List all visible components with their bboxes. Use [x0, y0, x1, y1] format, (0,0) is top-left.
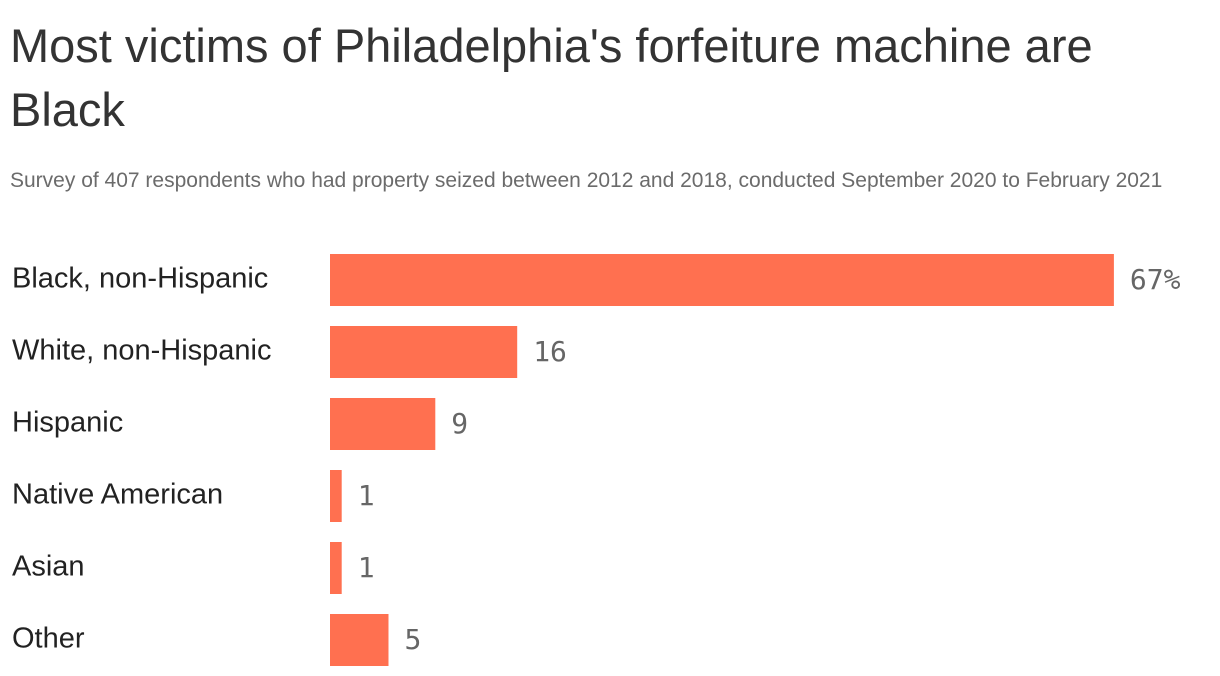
bar: [330, 470, 342, 522]
bar: [330, 542, 342, 594]
value-label: 16: [533, 335, 567, 368]
category-label: Hispanic: [12, 407, 123, 439]
category-label: White, non-Hispanic: [12, 335, 272, 367]
value-label: 5: [405, 623, 422, 656]
bar: [330, 614, 389, 666]
value-label: 67%: [1130, 263, 1181, 296]
value-label: 9: [451, 407, 468, 440]
value-label: 1: [358, 479, 375, 512]
category-label: Native American: [12, 479, 223, 511]
bar: [330, 254, 1114, 306]
value-label: 1: [358, 551, 375, 584]
chart-title: Most victims of Philadelphia's forfeitur…: [10, 19, 1093, 136]
category-label: Black, non-Hispanic: [12, 263, 268, 295]
chart-subtitle: Survey of 407 respondents who had proper…: [10, 169, 1163, 192]
category-label: Asian: [12, 551, 85, 583]
bar: [330, 326, 518, 378]
bar: [330, 398, 436, 450]
category-label: Other: [12, 623, 85, 655]
